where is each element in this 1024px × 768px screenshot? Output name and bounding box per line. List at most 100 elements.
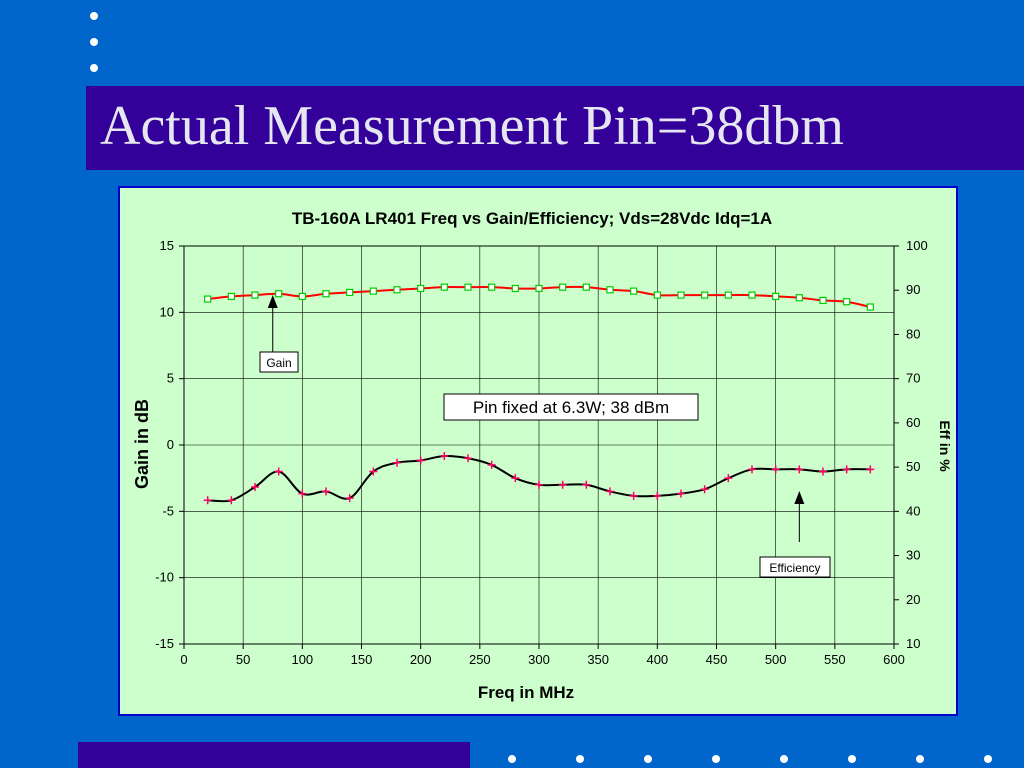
efficiency-data-point (606, 487, 614, 496)
chart-frame: TB-160A LR401 Freq vs Gain/Efficiency; V… (118, 186, 958, 716)
efficiency-data-point (700, 485, 709, 494)
efficiency-data-point (251, 483, 259, 492)
annotation-layer: Pin fixed at 6.3W; 38 dBm Gain Efficienc… (259, 295, 831, 578)
gain-data-point (724, 291, 732, 299)
efficiency-data-point (416, 456, 425, 465)
x-tick-label: 50 (236, 652, 250, 667)
y-tick-label: -5 (162, 503, 174, 518)
gain-callout-arrowhead (267, 295, 278, 308)
x-tick-label: 200 (410, 652, 432, 667)
x-tick-label: 0 (180, 652, 187, 667)
decor-dot (508, 755, 516, 763)
gain-data-point (511, 284, 519, 293)
gain-data-point (227, 292, 235, 301)
chart-title: TB-160A LR401 Freq vs Gain/Efficiency; V… (292, 209, 772, 228)
gain-data-point (559, 283, 567, 291)
y2-axis-label: Eff in % (937, 420, 953, 472)
x-tick-label: 550 (824, 652, 846, 667)
efficiency-callout-box (759, 556, 831, 578)
gain-callout-text: Gain (266, 356, 291, 370)
y-tick-label: 0 (167, 437, 174, 452)
efficiency-data-point (724, 474, 733, 483)
y2-tick-label: 50 (906, 459, 920, 474)
gain-data-point (843, 298, 851, 306)
x-tick-label: 500 (765, 652, 787, 667)
gain-data-point (795, 294, 803, 302)
gain-data-point (701, 291, 709, 299)
decor-dot (576, 755, 584, 763)
efficiency-data-point (227, 496, 236, 505)
series-layer (203, 283, 875, 505)
x-tick-label: 100 (291, 652, 313, 667)
y2-tick-label: 70 (906, 371, 920, 386)
gain-data-point (488, 283, 496, 291)
efficiency-data-point (842, 465, 851, 474)
gain-data-point (772, 292, 780, 301)
efficiency-data-point (464, 454, 472, 463)
y2-tick-label: 60 (906, 415, 920, 430)
gain-data-point (630, 287, 638, 295)
y-tick-label: 15 (160, 238, 174, 253)
efficiency-data-point (866, 465, 875, 474)
gain-data-point (204, 295, 212, 303)
gain-data-point (417, 284, 425, 293)
decor-dot (984, 755, 992, 763)
decor-dot (780, 755, 788, 763)
gain-data-point (866, 303, 874, 311)
chart: TB-160A LR401 Freq vs Gain/Efficiency; V… (132, 209, 953, 702)
y2-tick-label: 10 (906, 636, 920, 651)
gain-data-point (393, 286, 401, 294)
efficiency-data-point (771, 465, 780, 474)
y2-tick-label: 30 (906, 548, 920, 563)
title-band: Actual Measurement Pin=38dbm (86, 86, 1024, 170)
y2-tick-label: 90 (906, 282, 920, 297)
efficiency-data-point (629, 491, 638, 500)
y-tick-label: 10 (160, 304, 174, 319)
y-tick-label: 5 (167, 371, 174, 386)
x-tick-label: 350 (587, 652, 609, 667)
efficiency-data-point (203, 496, 212, 505)
y2-tick-label: 20 (906, 592, 920, 607)
efficiency-data-point (582, 480, 591, 489)
pin-annotation-text: Pin fixed at 6.3W; 38 dBm (473, 398, 669, 417)
efficiency-data-point (511, 474, 520, 483)
efficiency-data-point (369, 467, 378, 476)
y2-tick-label: 100 (906, 238, 928, 253)
gain-data-point (322, 290, 330, 298)
gain-data-point (369, 287, 377, 295)
efficiency-data-point (322, 487, 330, 496)
efficiency-data-point (748, 465, 756, 474)
decor-dot (90, 64, 98, 72)
x-axis-label: Freq in MHz (478, 683, 574, 702)
pin-annotation-box (443, 393, 699, 421)
axis-ticks: 0 50 100 150 200 250 300 350 400 450 500 550 600-15-… (155, 238, 928, 667)
gain-data-point (819, 296, 827, 304)
x-tick-label: 250 (469, 652, 491, 667)
efficiency-data-point (819, 467, 827, 476)
decor-dot (916, 755, 924, 763)
efficiency-callout-arrowhead (794, 491, 805, 504)
gain-data-point (275, 290, 283, 298)
y-tick-label: -15 (155, 636, 174, 651)
x-tick-label: 400 (646, 652, 668, 667)
efficiency-data-point (653, 491, 662, 500)
decor-dot (644, 755, 652, 763)
gain-data-point (440, 283, 448, 291)
efficiency-data-point (440, 452, 449, 461)
gain-data-point (251, 291, 259, 299)
x-tick-label: 450 (706, 652, 728, 667)
efficiency-data-point (795, 465, 804, 474)
y2-tick-label: 80 (906, 326, 920, 341)
decor-dot (848, 755, 856, 763)
x-tick-label: 600 (883, 652, 905, 667)
efficiency-data-point (298, 489, 307, 498)
gain-data-point (677, 291, 685, 299)
decor-dot (90, 38, 98, 46)
gain-data-point (653, 291, 661, 299)
slide-title: Actual Measurement Pin=38dbm (100, 95, 844, 157)
efficiency-callout-text: Efficiency (769, 561, 820, 575)
gain-data-point (606, 286, 614, 294)
efficiency-data-point (487, 460, 496, 469)
gain-data-point (582, 283, 590, 291)
efficiency-data-point (393, 458, 401, 467)
